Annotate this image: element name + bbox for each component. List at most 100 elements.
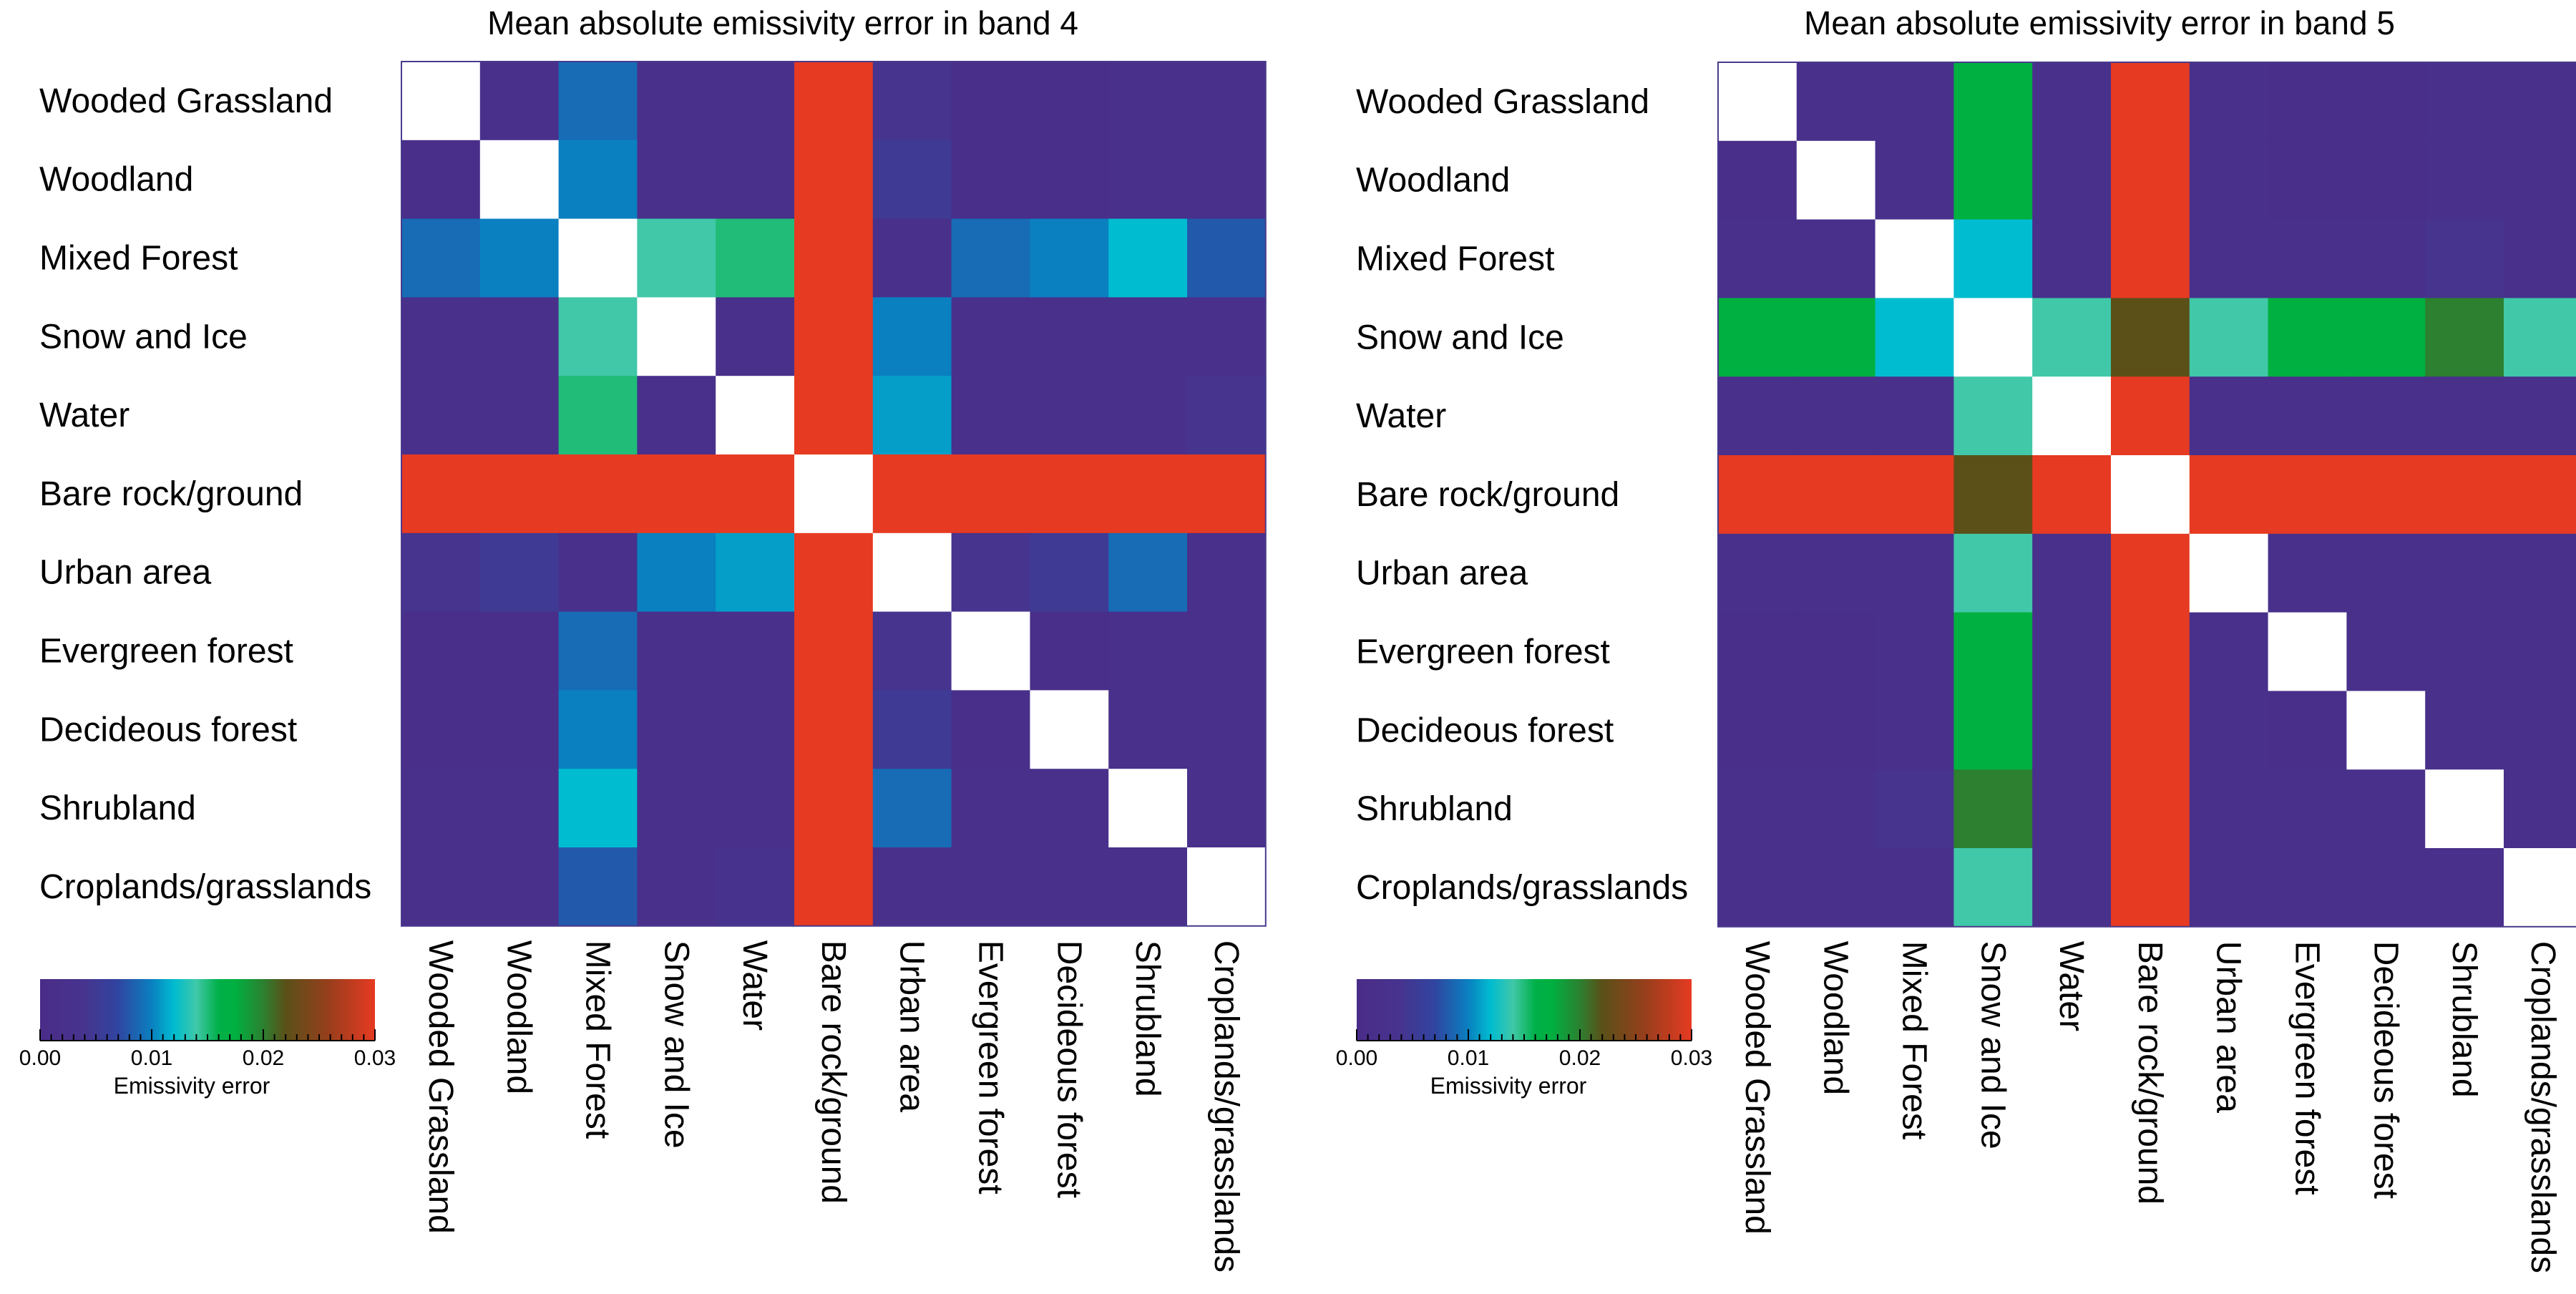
heatmap-cell	[2189, 455, 2269, 535]
heatmap-cell	[1796, 769, 1876, 849]
heatmap-cell	[2504, 62, 2576, 142]
heatmap-cell	[2504, 769, 2576, 849]
heatmap-cell-diagonal	[401, 62, 481, 141]
heatmap-cell	[1187, 611, 1267, 691]
heatmap-cell	[1030, 62, 1109, 141]
heatmap-cell	[1718, 298, 1797, 377]
row-label: Croplands/grasslands	[39, 868, 371, 906]
column-label: Water	[2052, 941, 2090, 1031]
heatmap-cell	[479, 532, 560, 613]
row-label: Urban area	[39, 554, 211, 592]
heatmap-cell	[637, 690, 716, 769]
heatmap-cell-diagonal	[1796, 140, 1876, 220]
heatmap-cell	[872, 454, 952, 534]
heatmap-cell	[716, 611, 795, 691]
heatmap-cell	[1108, 454, 1188, 534]
heatmap-cell-diagonal	[872, 532, 952, 613]
heatmap-cell	[951, 769, 1030, 848]
heatmap-cell	[2111, 533, 2190, 613]
heatmap-cell	[401, 454, 481, 534]
heatmap-cell	[2189, 376, 2269, 456]
heatmap-cell	[1953, 219, 2033, 298]
heatmap-cell	[479, 376, 560, 455]
heatmap-cell	[2189, 298, 2269, 377]
heatmap-cell	[637, 454, 716, 534]
colorbar-tick-label: 0.00	[1336, 1046, 1377, 1070]
heatmap-cell	[1953, 533, 2033, 613]
heatmap-cell	[2425, 219, 2504, 298]
heatmap-cell	[401, 140, 481, 220]
heatmap-cell	[401, 532, 481, 613]
heatmap-cell	[2111, 140, 2190, 220]
heatmap-cell	[1953, 62, 2033, 142]
heatmap-cell	[1796, 376, 1876, 456]
row-label: Shrubland	[1356, 790, 1513, 828]
heatmap-cell	[2032, 298, 2112, 377]
column-label: Shrubland	[1128, 940, 1166, 1097]
column-label: Woodland	[1817, 941, 1855, 1095]
colorbar-tick-label: 0.02	[243, 1046, 284, 1070]
heatmap-cell	[1875, 62, 1954, 142]
colorbar-tick-label: 0.01	[131, 1046, 172, 1070]
heatmap-cell	[2346, 533, 2426, 613]
heatmap-cell	[2189, 769, 2269, 849]
heatmap-cell	[2268, 376, 2347, 456]
heatmap-cell	[1875, 533, 1954, 613]
heatmap-cell	[1718, 769, 1797, 849]
heatmap-cell	[872, 140, 952, 220]
colorbar	[40, 979, 375, 1041]
heatmap-cell	[2111, 376, 2190, 456]
heatmap-cell-diagonal	[794, 454, 874, 534]
chart-title: Mean absolute emissivity error in band 5	[1804, 4, 2395, 42]
heatmap-cell	[872, 62, 952, 141]
heatmap-cell	[1108, 297, 1188, 376]
heatmap-cell	[1030, 611, 1109, 691]
column-label: Mixed Forest	[579, 940, 617, 1139]
heatmap-cell	[1796, 612, 1876, 691]
heatmap-cell	[1796, 848, 1876, 928]
heatmap-panel-band4: Mean absolute emissivity error in band 4…	[19, 4, 1267, 1273]
heatmap-cell	[2425, 62, 2504, 142]
heatmap-cell	[479, 690, 560, 769]
heatmap-cell	[2032, 533, 2112, 613]
heatmap-cell	[479, 62, 560, 141]
column-label: Croplands/grasslands	[1207, 940, 1245, 1273]
heatmap-cell	[2425, 298, 2504, 377]
heatmap-cell	[558, 532, 638, 613]
heatmap-cell	[2268, 62, 2347, 142]
column-label: Snow and Ice	[1974, 941, 2011, 1149]
colorbar-tick-label: 0.03	[354, 1046, 396, 1070]
row-label: Shrubland	[39, 789, 196, 827]
heatmap-cell	[637, 218, 716, 298]
heatmap-cell	[716, 140, 795, 220]
column-label: Water	[736, 940, 774, 1031]
heatmap-cell	[1030, 769, 1109, 848]
heatmap-cell	[2425, 376, 2504, 456]
heatmap-cell-diagonal	[2111, 455, 2190, 535]
heatmap-cell	[872, 769, 952, 848]
heatmap-cell-diagonal	[951, 611, 1030, 691]
heatmap-cell	[2425, 140, 2504, 220]
colorbar-tick-label: 0.00	[19, 1046, 61, 1070]
heatmap-cell-diagonal	[2268, 612, 2347, 691]
heatmap-cell	[479, 454, 560, 534]
heatmap-cell	[951, 690, 1030, 769]
heatmap-cell-diagonal	[1718, 62, 1797, 142]
row-label: Mixed Forest	[39, 240, 238, 278]
heatmap-cell	[716, 454, 795, 534]
heatmap-cell-diagonal	[1108, 769, 1188, 848]
row-label: Decideous forest	[39, 711, 297, 749]
heatmap-cell	[2346, 62, 2426, 142]
heatmap-cell	[401, 376, 481, 455]
heatmap-cell-diagonal	[1875, 219, 1954, 298]
heatmap-cell-diagonal	[479, 140, 560, 220]
heatmap-cell	[794, 690, 874, 769]
heatmap-cell	[1796, 298, 1876, 377]
heatmap-cell-diagonal	[716, 376, 795, 455]
heatmap-cell	[2189, 219, 2269, 298]
heatmap-cell	[1718, 140, 1797, 220]
column-label: Bare rock/ground	[2131, 941, 2169, 1205]
heatmap-cell	[716, 532, 795, 613]
colorbar-label: Emissivity error	[114, 1073, 270, 1099]
heatmap-cell	[1953, 691, 2033, 770]
